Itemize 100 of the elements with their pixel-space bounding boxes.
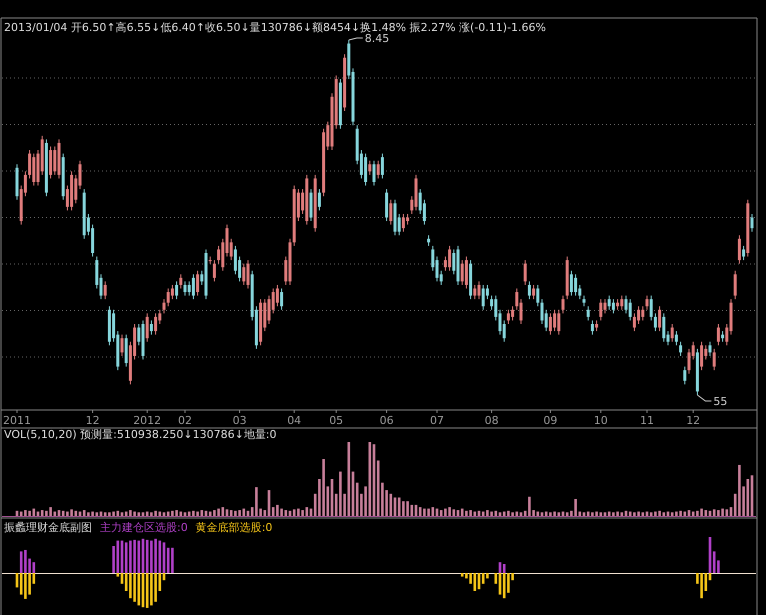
candlestick	[670, 324, 674, 342]
x-tick-label: 06	[380, 414, 394, 427]
bar	[166, 512, 170, 516]
bar	[20, 512, 22, 516]
bar	[520, 512, 522, 516]
candlestick	[406, 213, 410, 226]
bar	[171, 510, 174, 516]
candlestick	[708, 341, 712, 356]
bar	[96, 512, 98, 516]
candlestick	[608, 295, 611, 310]
bar	[20, 573, 22, 595]
bar	[646, 512, 648, 516]
bar	[582, 512, 586, 516]
bar	[330, 479, 334, 516]
candlestick	[553, 309, 556, 332]
bar	[150, 573, 153, 606]
candlestick	[372, 160, 376, 186]
bar	[516, 512, 518, 516]
bar	[129, 510, 132, 516]
x-tick-label: 02	[178, 414, 192, 427]
bar	[474, 512, 476, 516]
bar	[112, 512, 115, 516]
candlestick	[234, 245, 237, 275]
bar	[452, 509, 456, 516]
bar	[600, 512, 602, 516]
bar	[82, 510, 86, 516]
bar	[49, 507, 52, 516]
bar	[339, 472, 342, 516]
bar	[507, 510, 510, 516]
candlestick	[376, 160, 380, 179]
bar	[700, 573, 703, 598]
bar	[276, 504, 279, 516]
bar	[259, 508, 262, 516]
bar	[200, 510, 204, 516]
bar	[558, 512, 560, 516]
bar	[268, 490, 270, 516]
bar	[87, 512, 90, 516]
bar	[394, 498, 396, 516]
bar	[142, 512, 144, 516]
bar	[746, 479, 750, 516]
bar	[150, 512, 153, 516]
candlestick	[632, 312, 636, 332]
bar	[129, 540, 132, 573]
bar	[390, 494, 392, 516]
bar	[188, 512, 190, 516]
candlestick	[595, 320, 598, 332]
bar	[511, 573, 514, 580]
bar	[553, 512, 556, 516]
bar	[154, 573, 157, 602]
candlestick	[742, 245, 746, 261]
bar	[217, 508, 220, 516]
candlestick	[104, 280, 107, 300]
bar	[637, 512, 640, 516]
bar	[658, 510, 661, 516]
bar	[108, 512, 111, 516]
x-tick-label: 12	[686, 414, 700, 427]
bar	[721, 508, 724, 516]
candlestick	[570, 270, 573, 296]
bar	[24, 550, 27, 573]
bar	[124, 512, 128, 516]
x-tick-label: 10	[594, 414, 608, 427]
bar	[666, 512, 670, 516]
bar	[633, 512, 636, 516]
bar	[246, 510, 250, 516]
bar	[70, 509, 73, 516]
bar	[486, 510, 489, 516]
candlestick	[641, 306, 644, 321]
candlestick	[548, 312, 552, 336]
bar	[436, 508, 438, 516]
bar	[469, 510, 472, 516]
bar	[444, 508, 447, 516]
x-tick-label: 07	[430, 414, 444, 427]
bar	[679, 510, 682, 516]
bar	[544, 512, 548, 516]
bar	[28, 573, 31, 595]
bar	[423, 508, 426, 516]
candlestick	[478, 280, 480, 300]
bar	[120, 512, 124, 516]
bar	[230, 510, 232, 516]
bar	[402, 501, 405, 516]
bar	[662, 512, 666, 516]
candlestick	[536, 284, 540, 307]
bar	[608, 512, 610, 516]
bar	[222, 507, 224, 516]
candlestick	[184, 280, 186, 296]
bar	[410, 504, 414, 516]
bar	[684, 512, 686, 516]
candlestick	[242, 263, 246, 286]
bar	[78, 512, 82, 516]
candlestick	[427, 234, 430, 246]
bar	[133, 512, 136, 516]
bar	[146, 540, 148, 573]
bar	[146, 512, 148, 516]
candlestick	[532, 284, 536, 300]
candlestick	[166, 288, 170, 307]
candlestick	[628, 298, 632, 321]
bar	[712, 509, 716, 516]
bar	[696, 573, 699, 584]
bar	[490, 512, 493, 516]
candlestick	[506, 309, 510, 324]
